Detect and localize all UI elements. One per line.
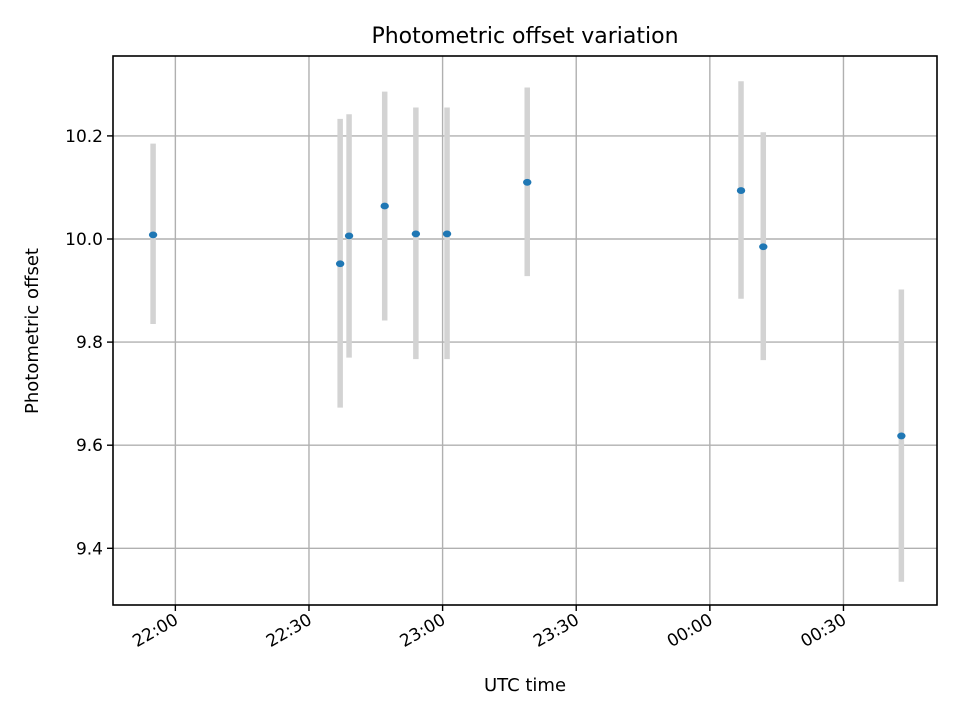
plot-frame — [112, 55, 938, 606]
y-tick-label: 9.4 — [76, 539, 103, 559]
y-axis-label: Photometric offset — [22, 248, 43, 414]
data-point — [897, 432, 906, 440]
x-tick-label: 22:00 — [129, 610, 181, 652]
data-point — [380, 202, 389, 210]
x-tick-label: 00:30 — [798, 610, 850, 652]
y-tick-label: 10.0 — [65, 230, 103, 250]
data-point — [736, 187, 746, 194]
x-tick-label: 22:30 — [263, 610, 315, 652]
data-point — [442, 230, 452, 238]
data-point — [759, 243, 768, 251]
y-tick-label: 9.6 — [76, 436, 103, 456]
data-point — [411, 230, 421, 238]
x-axis-label: UTC time — [484, 675, 566, 696]
data-point — [344, 232, 354, 240]
data-point — [335, 260, 345, 268]
x-tick-label: 23:00 — [397, 610, 449, 652]
chart-title: Photometric offset variation — [371, 24, 678, 49]
x-tick-label: 23:30 — [530, 610, 582, 652]
x-tick-label: 00:00 — [664, 610, 716, 652]
data-points — [148, 178, 906, 440]
y-axis-ticks: 9.4 9.6 9.8 10.0 10.2 — [65, 127, 113, 559]
y-tick-label: 10.2 — [65, 127, 103, 147]
error-bars — [150, 81, 905, 582]
data-point — [148, 231, 158, 239]
y-tick-label: 9.8 — [76, 333, 103, 353]
data-point — [523, 178, 532, 186]
grid — [113, 56, 937, 605]
x-axis-ticks: 22:00 22:30 23:00 23:30 00:00 00:30 — [129, 605, 850, 652]
